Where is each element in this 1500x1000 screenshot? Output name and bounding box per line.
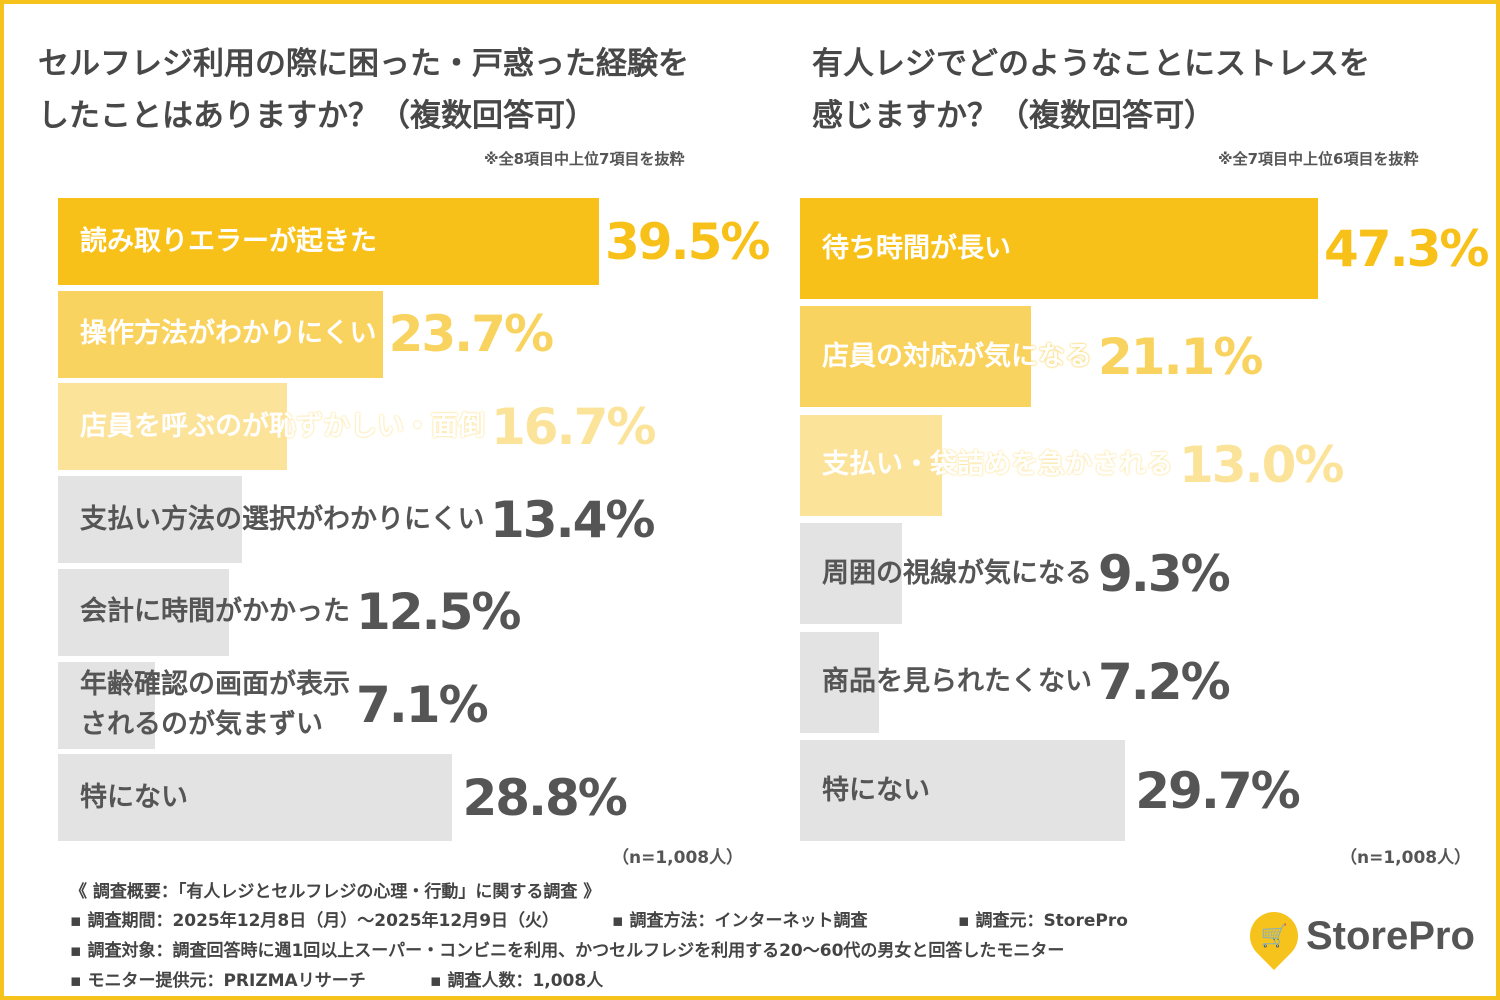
- bar-row: 操作方法がわかりにくい 23.7%: [58, 290, 778, 378]
- bar: [58, 198, 599, 285]
- bar-row: 特にない 28.8%: [58, 754, 778, 842]
- bar-label: 店員を呼ぶのが恥ずかしい・面倒: [80, 410, 485, 442]
- value-label: 39.5%: [605, 212, 770, 271]
- bar: [58, 290, 383, 378]
- bar: [58, 754, 453, 842]
- survey-count: ▪ 調査人数：1,008人: [430, 971, 604, 991]
- bar: [800, 523, 902, 625]
- bar: [800, 414, 943, 516]
- right-chart-title: 有人レジでどのようなことにストレスを 感じますか？（複数回答可）: [812, 46, 1370, 134]
- value-label: 29.7%: [1135, 761, 1300, 820]
- bar-row: 会計に時間がかかった 12.5%: [58, 568, 778, 656]
- survey-period: ▪ 調査期間：2025年12月8日（月）～2025年12月9日（火）: [70, 911, 560, 931]
- bar-row: 支払い方法の選択がわかりにくい 13.4%: [58, 476, 778, 564]
- bar-label: 特にない: [80, 781, 188, 813]
- left-chart-title: セルフレジ利用の際に困った・戸惑った経験を したことはありますか？（複数回答可）: [38, 46, 689, 134]
- survey-method: ▪ 調査方法：インターネット調査: [612, 911, 868, 931]
- bar-row: 読み取りエラーが起きた 39.5%: [58, 198, 778, 285]
- value-label: 13.4%: [490, 490, 655, 549]
- bar-label: 会計に時間がかかった: [80, 596, 350, 628]
- right-chart: 待ち時間が長い 47.3% 店員の対応が気になる 21.1% 支払い・袋詰めを急かされる…: [800, 198, 1490, 843]
- bar-label: 周囲の視線が気になる: [822, 557, 1092, 589]
- bar: [58, 383, 287, 471]
- bar-row: 商品を見られたくない 7.2%: [800, 631, 1500, 733]
- bar: [800, 198, 1318, 299]
- right-sample-size: （n=1,008人）: [1340, 848, 1472, 868]
- bar: [58, 568, 230, 656]
- left-sample-size: （n=1,008人）: [612, 848, 744, 868]
- value-label: 28.8%: [462, 768, 627, 827]
- bar: [800, 631, 879, 733]
- bar-label: 特にない: [822, 774, 930, 806]
- bar-label: 支払い・袋詰めを急かされる: [822, 449, 1173, 481]
- left-chart-note: ※全8項目中上位7項目を抜粋: [484, 150, 685, 168]
- survey-source: ▪ 調査元：StorePro: [958, 911, 1128, 931]
- bar: [58, 661, 156, 749]
- cart-pin-icon: 🛒: [1240, 902, 1308, 970]
- logo-text: StorePro: [1306, 913, 1475, 958]
- value-label: 23.7%: [388, 305, 554, 364]
- storepro-logo: 🛒 StorePro: [1240, 902, 1475, 970]
- value-label: 12.5%: [356, 583, 521, 642]
- value-label: 16.7%: [491, 397, 656, 456]
- left-chart: 読み取りエラーが起きた 39.5% 操作方法がわかりにくい 23.7% 店員を呼ぶのが恥…: [58, 198, 778, 843]
- bar-row: 特にない 29.7%: [800, 740, 1500, 841]
- bar-row: 周囲の視線が気になる 9.3%: [800, 523, 1500, 625]
- bar: [58, 476, 242, 564]
- survey-target: ▪ 調査対象：調査回答時に週1回以上スーパー・コンビニを利用、かつセルフレジを利…: [70, 941, 1065, 961]
- bar-row: 年齢確認の画面が表示 されるのが気まずい 7.1%: [58, 661, 778, 749]
- value-label: 7.1%: [356, 676, 489, 734]
- survey-provider: ▪ モニター提供元：PRIZMAリサーチ: [70, 971, 366, 991]
- right-chart-note: ※全7項目中上位6項目を抜粋: [1218, 150, 1419, 168]
- bar-row: 支払い・袋詰めを急かされる 13.0%: [800, 414, 1500, 516]
- survey-summary: 《 調査概要：「有人レジとセルフレジの心理・行動」に関する調査 》: [70, 882, 601, 902]
- value-label: 13.0%: [1179, 436, 1344, 495]
- bar-label: 年齢確認の画面が表示 されるのが気まずい: [80, 669, 350, 740]
- bar-label: 操作方法がわかりにくい: [80, 318, 377, 350]
- bar: [800, 306, 1032, 408]
- value-label: 7.2%: [1098, 653, 1231, 712]
- value-label: 21.1%: [1098, 327, 1263, 386]
- bar-label: 店員の対応が気になる: [822, 340, 1092, 372]
- bar-label: 支払い方法の選択がわかりにくい: [80, 503, 485, 535]
- bar-label: 商品を見られたくない: [822, 666, 1092, 698]
- bar-label: 読み取りエラーが起きた: [80, 225, 377, 257]
- value-label: 9.3%: [1098, 544, 1231, 603]
- bar: [800, 740, 1126, 841]
- bar-row: 店員を呼ぶのが恥ずかしい・面倒 16.7%: [58, 383, 778, 471]
- bar-row: 待ち時間が長い 47.3%: [800, 198, 1500, 299]
- bar-row: 店員の対応が気になる 21.1%: [800, 306, 1500, 408]
- value-label: 47.3%: [1324, 219, 1489, 278]
- bar-label: 待ち時間が長い: [822, 232, 1011, 264]
